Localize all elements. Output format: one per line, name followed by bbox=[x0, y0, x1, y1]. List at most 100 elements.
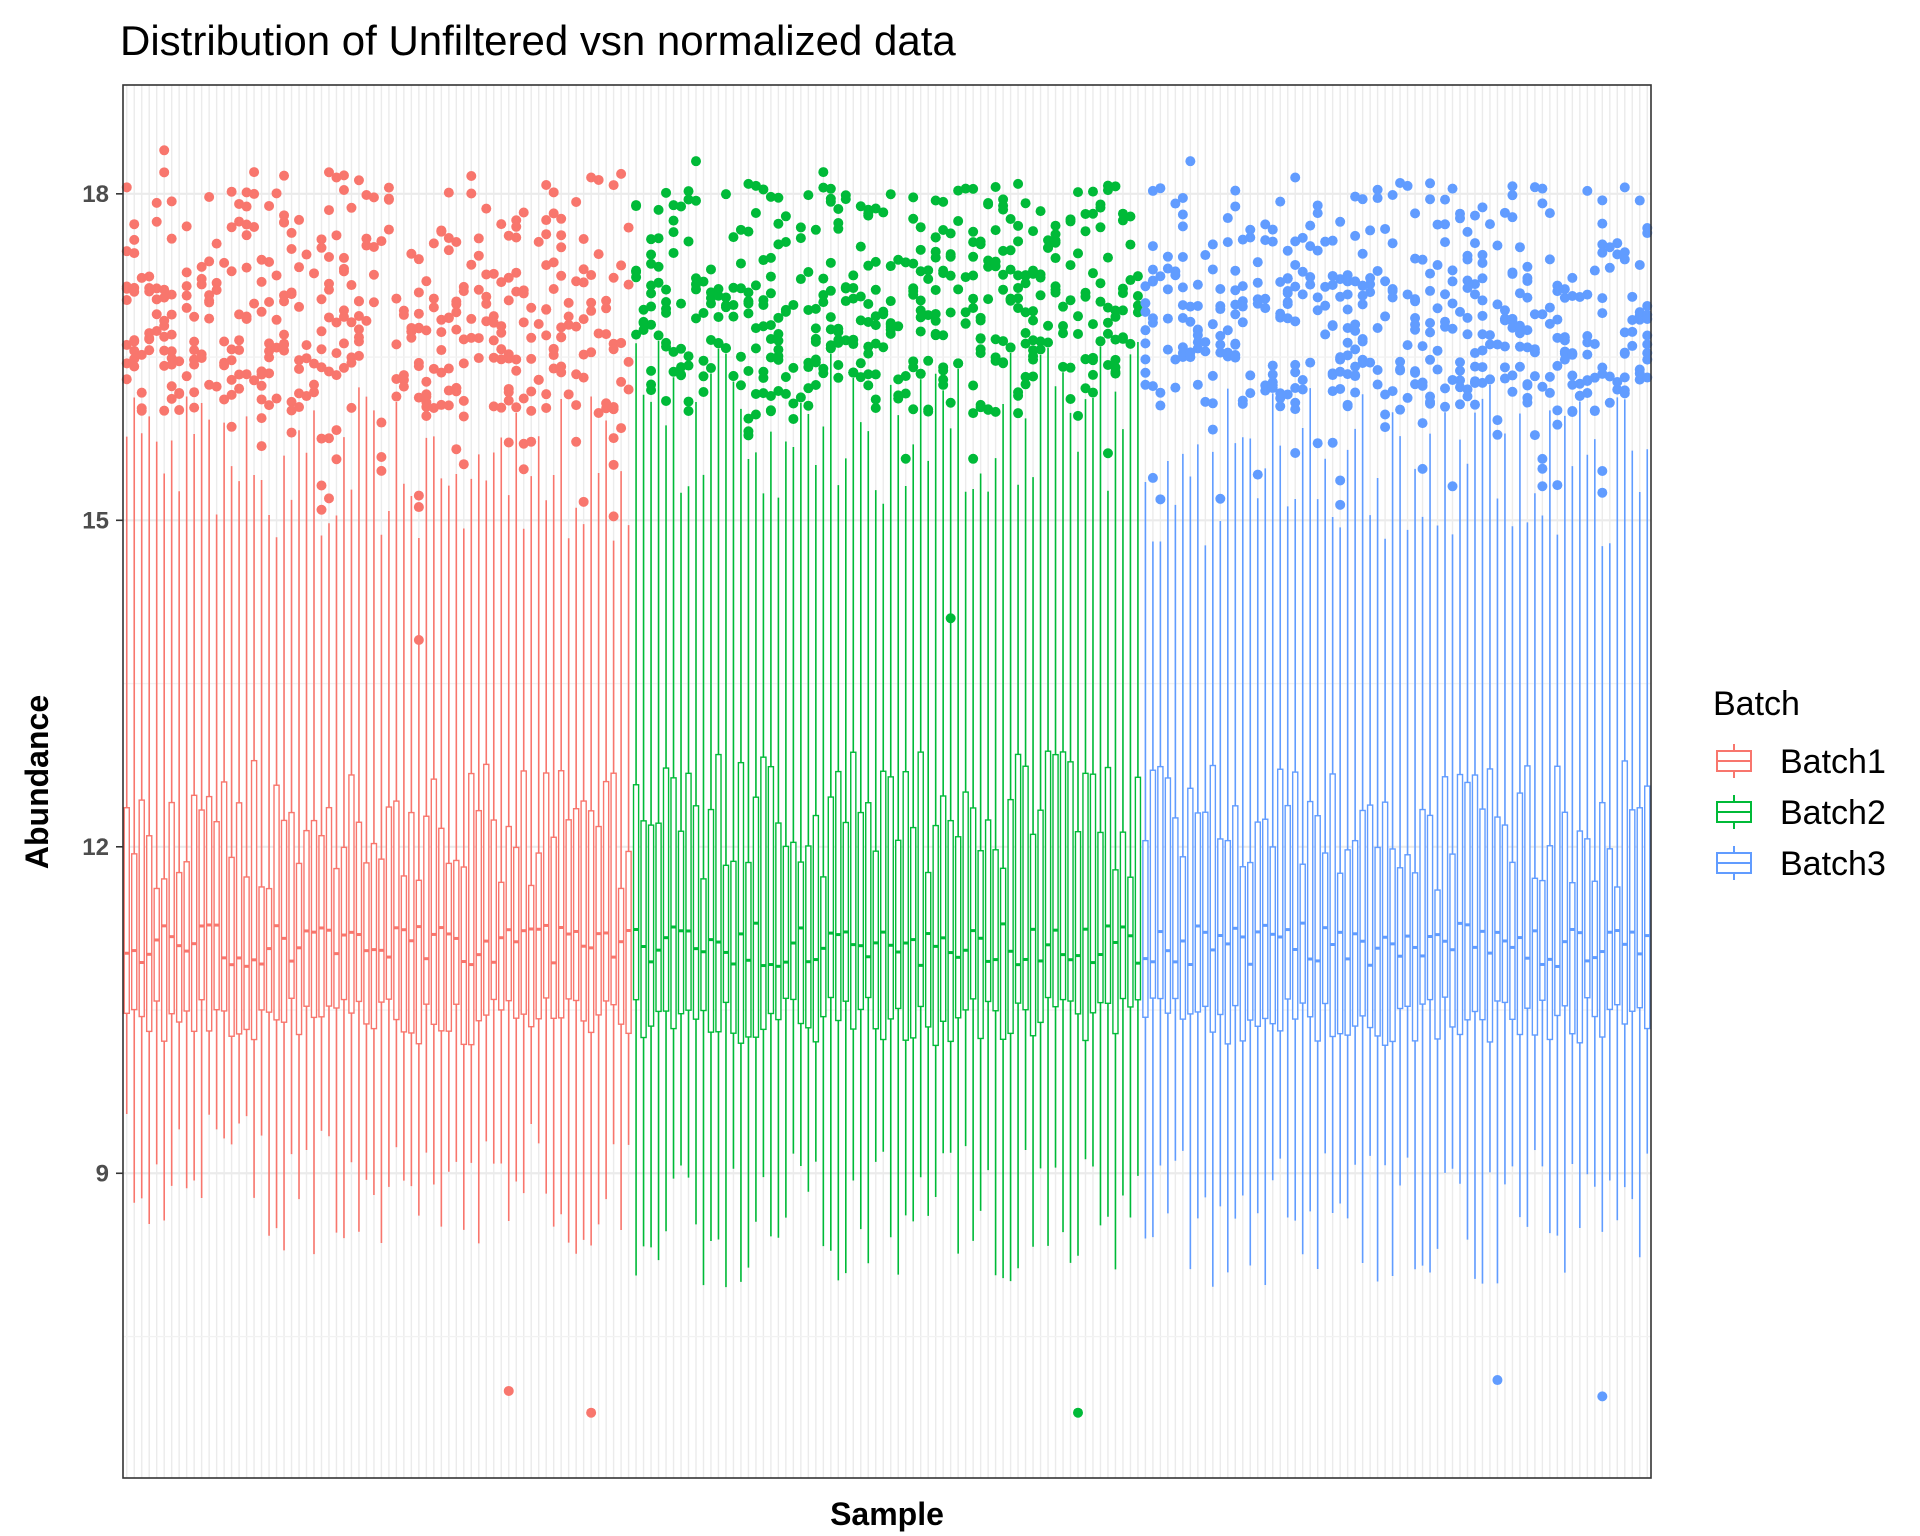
outlier-point bbox=[1350, 325, 1361, 336]
outlier-point bbox=[443, 187, 454, 198]
box-iqr bbox=[1621, 760, 1629, 1025]
outlier-point bbox=[1080, 354, 1091, 365]
box-iqr bbox=[737, 761, 745, 1044]
outlier-point bbox=[676, 370, 687, 381]
outlier-point bbox=[908, 404, 919, 415]
outlier-point bbox=[758, 255, 769, 266]
outlier-point bbox=[1080, 291, 1091, 302]
box-batch1-10 bbox=[190, 434, 198, 1181]
outlier-point bbox=[1282, 286, 1293, 297]
outlier-point bbox=[264, 400, 275, 411]
outlier-point bbox=[144, 333, 155, 344]
outlier-point bbox=[204, 313, 215, 324]
box-iqr bbox=[797, 861, 805, 1025]
outlier-point bbox=[960, 307, 971, 318]
outlier-point bbox=[743, 430, 754, 441]
outlier-point bbox=[421, 276, 432, 287]
outlier-point bbox=[915, 295, 926, 306]
outlier-point bbox=[376, 465, 387, 476]
box-batch2-36 bbox=[894, 415, 902, 1275]
outlier-point bbox=[1020, 328, 1031, 339]
box-iqr bbox=[999, 867, 1007, 1041]
box-batch1-38 bbox=[400, 483, 408, 1181]
outlier-point bbox=[735, 351, 746, 362]
outlier-point bbox=[503, 230, 514, 241]
outlier-point bbox=[473, 353, 484, 364]
box-batch2-65 bbox=[1112, 391, 1119, 1270]
outlier-point bbox=[159, 315, 170, 326]
box-batch1-26 bbox=[310, 410, 318, 1255]
outlier-point-extreme bbox=[1395, 177, 1406, 188]
box-iqr bbox=[483, 763, 490, 1016]
outlier-point bbox=[631, 272, 642, 283]
outlier-point bbox=[1162, 313, 1173, 324]
outlier-point bbox=[870, 256, 881, 267]
outlier-point bbox=[1372, 379, 1383, 390]
box-batch1-66 bbox=[610, 540, 617, 1145]
outlier-point bbox=[638, 324, 649, 335]
outlier-point bbox=[1065, 295, 1076, 306]
outlier-point bbox=[953, 358, 964, 369]
outlier-point bbox=[1043, 320, 1054, 331]
outlier-point bbox=[323, 312, 334, 323]
box-batch2-46 bbox=[969, 489, 977, 1241]
outlier-point bbox=[301, 391, 312, 402]
legend-entry-batch3: Batch3 bbox=[1716, 845, 1886, 883]
outlier-point bbox=[968, 293, 979, 304]
outlier-point bbox=[1469, 210, 1480, 221]
outlier-point bbox=[1252, 469, 1263, 480]
outlier-point bbox=[1305, 279, 1316, 290]
outlier-point bbox=[1177, 209, 1188, 220]
outlier-point bbox=[279, 210, 290, 221]
box-batch1-43 bbox=[438, 478, 445, 1227]
outlier-point bbox=[166, 359, 177, 370]
outlier-point bbox=[676, 343, 687, 354]
outlier-point bbox=[1492, 339, 1503, 350]
outlier-point bbox=[1230, 285, 1241, 296]
outlier-point bbox=[1522, 273, 1533, 284]
outlier-point bbox=[451, 324, 462, 335]
outlier-point bbox=[1634, 314, 1645, 325]
box-batch3-6 bbox=[1179, 453, 1187, 1151]
box-iqr bbox=[520, 770, 527, 1015]
outlier-point bbox=[923, 310, 934, 321]
outlier-point bbox=[503, 395, 514, 406]
outlier-point bbox=[271, 188, 282, 199]
outlier-point bbox=[1619, 347, 1630, 358]
outlier-point bbox=[833, 223, 844, 234]
outlier-point bbox=[1147, 472, 1158, 483]
outlier-point bbox=[421, 397, 432, 408]
box-iqr bbox=[587, 810, 595, 1034]
box-iqr bbox=[662, 767, 670, 1012]
box-batch3-19 bbox=[1276, 445, 1284, 1159]
box-batch1-25 bbox=[303, 452, 310, 1151]
outlier-point bbox=[578, 496, 589, 507]
outlier-point bbox=[848, 270, 859, 281]
outlier-point bbox=[226, 421, 237, 432]
outlier-point bbox=[159, 167, 170, 178]
outlier-point bbox=[601, 303, 612, 314]
outlier-point bbox=[1432, 303, 1443, 314]
box-iqr bbox=[1172, 817, 1179, 1000]
outlier-point bbox=[1522, 261, 1533, 272]
box-batch3-21 bbox=[1291, 498, 1299, 1221]
outlier-point bbox=[863, 369, 874, 380]
outlier-point bbox=[1005, 264, 1016, 275]
outlier-point bbox=[204, 192, 215, 203]
outlier-point bbox=[421, 410, 432, 421]
outlier-point bbox=[1087, 387, 1098, 398]
outlier-point bbox=[1529, 371, 1540, 382]
outlier-point bbox=[653, 261, 664, 272]
outlier-point bbox=[428, 363, 439, 374]
outlier-point bbox=[1140, 379, 1151, 390]
outlier-point bbox=[1597, 465, 1608, 476]
outlier-point bbox=[1350, 387, 1361, 398]
outlier-point bbox=[1058, 301, 1069, 312]
outlier-point bbox=[915, 326, 926, 337]
outlier-point bbox=[548, 343, 559, 354]
outlier-point bbox=[159, 345, 170, 356]
outlier-point bbox=[990, 334, 1001, 345]
box-batch1-52 bbox=[505, 495, 512, 1222]
outlier-point bbox=[646, 319, 657, 330]
outlier-point bbox=[713, 284, 724, 295]
